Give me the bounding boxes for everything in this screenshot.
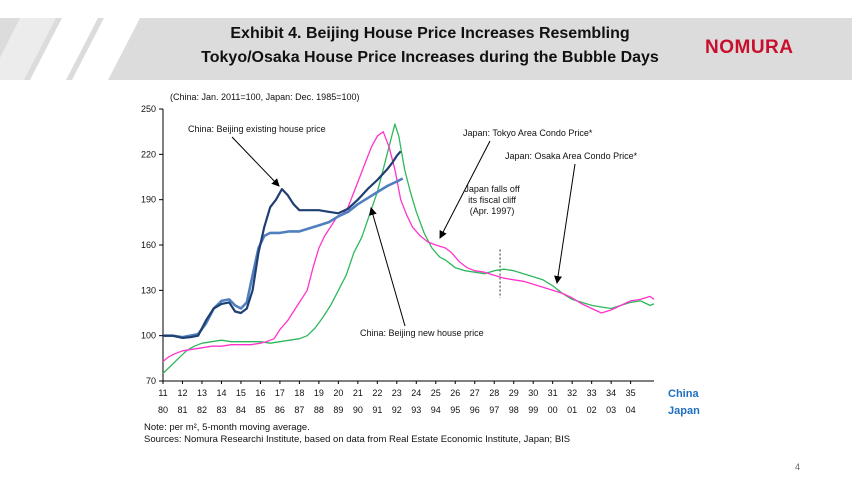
page-title: Exhibit 4. Beijing House Price Increases… (170, 22, 690, 70)
annotation-beijing-new: China: Beijing new house price (360, 328, 484, 338)
header-band-container: Exhibit 4. Beijing House Price Increases… (0, 18, 852, 80)
y-tick-label: 130 (141, 285, 156, 295)
x-tick-label-china: 23 (392, 388, 402, 398)
x-tick-label-japan: 91 (372, 405, 382, 415)
x-tick-label-china: 28 (489, 388, 499, 398)
x-tick-label-china: 26 (450, 388, 460, 398)
series-line-beijing_existing (163, 150, 402, 339)
series-line-tokyo (162, 131, 655, 362)
x-tick-label-china: 34 (606, 388, 616, 398)
x-tick-label-china: 27 (470, 388, 480, 398)
arrow-beijing-new (369, 207, 406, 327)
x-tick-label-japan: 82 (197, 405, 207, 415)
x-tick-label-japan: 95 (450, 405, 460, 415)
arrow-osaka (554, 163, 576, 284)
x-tick-label-china: 18 (294, 388, 304, 398)
x-tick-label-china: 25 (431, 388, 441, 398)
x-tick-label-japan: 03 (606, 405, 616, 415)
x-tick-label-japan: 98 (509, 405, 519, 415)
annotation-beijing-existing: China: Beijing existing house price (188, 124, 326, 134)
x-tick-label-japan: 81 (177, 405, 187, 415)
x-tick-label-china: 16 (255, 388, 265, 398)
x-axis-name-japan: Japan (668, 405, 700, 417)
x-tick-label-japan: 01 (567, 405, 577, 415)
y-tick-label: 190 (141, 195, 156, 205)
x-tick-label-japan: 96 (470, 405, 480, 415)
x-tick-label-china: 30 (528, 388, 538, 398)
x-axis-name-china: China (668, 388, 699, 400)
x-tick-label-japan: 86 (275, 405, 285, 415)
stripe-1 (30, 18, 98, 80)
x-tick-label-japan: 93 (411, 405, 421, 415)
x-tick-label-japan: 92 (392, 405, 402, 415)
x-tick-label-china: 19 (314, 388, 324, 398)
stripe-3 (0, 18, 56, 80)
page-number: 4 (794, 462, 800, 472)
series-line-beijing_new (163, 177, 404, 339)
chart-subtitle: (China: Jan. 2011=100, Japan: Dec. 1985=… (170, 92, 359, 102)
sources-note: Sources: Nomura Researchi Institute, bas… (144, 434, 571, 445)
y-tick-label: 250 (141, 104, 156, 114)
header-band (0, 18, 852, 80)
x-tick-label-japan: 97 (489, 405, 499, 415)
x-tick-label-china: 29 (509, 388, 519, 398)
title-line-2: Tokyo/Osaka House Price Increases during… (201, 49, 659, 66)
y-tick-label: 100 (141, 331, 156, 341)
x-tick-label-china: 15 (236, 388, 246, 398)
arrow-tokyo (439, 140, 491, 239)
header-stripes (0, 18, 140, 80)
x-tick-label-japan: 88 (314, 405, 324, 415)
x-tick-label-china: 13 (197, 388, 207, 398)
plot-area: 70 100 130 160 190 220 250 11 12 13 14 15 16 17 18 19 20… (141, 104, 700, 417)
x-tick-label-china: 32 (567, 388, 577, 398)
title-line-1: Exhibit 4. Beijing House Price Increases… (230, 25, 630, 42)
x-tick-label-china: 11 (158, 388, 167, 398)
x-tick-label-japan: 99 (528, 405, 538, 415)
x-tick-label-china: 21 (353, 388, 363, 398)
x-tick-label-japan: 80 (158, 405, 168, 415)
x-tick-label-japan: 85 (255, 405, 265, 415)
x-tick-label-china: 33 (587, 388, 597, 398)
x-tick-label-china: 12 (177, 388, 187, 398)
x-tick-label-japan: 90 (353, 405, 363, 415)
x-tick-label-china: 22 (372, 388, 382, 398)
nomura-logo: NOMURA (705, 37, 794, 58)
annotation-fiscal-cliff-line: its fiscal cliff (468, 195, 516, 205)
arrow-beijing-existing (231, 136, 280, 187)
x-tick-label-japan: 84 (236, 405, 246, 415)
x-tick-label-japan: 83 (216, 405, 226, 415)
y-tick-label: 160 (141, 240, 156, 250)
annotation-tokyo: Japan: Tokyo Area Condo Price* (463, 128, 593, 138)
y-tick-label: 220 (141, 149, 156, 159)
y-tick-label: 70 (146, 376, 156, 386)
x-tick-label-china: 35 (626, 388, 636, 398)
x-tick-label-japan: 89 (333, 405, 343, 415)
x-tick-label-china: 17 (275, 388, 285, 398)
x-tick-label-japan: 87 (294, 405, 304, 415)
stripe-2 (72, 18, 140, 80)
annotation-osaka: Japan: Osaka Area Condo Price* (505, 151, 638, 161)
x-tick-label-japan: 04 (626, 405, 636, 415)
x-tick-label-japan: 00 (548, 405, 558, 415)
x-tick-label-china: 31 (548, 388, 558, 398)
x-tick-label-china: 20 (333, 388, 343, 398)
x-tick-label-china: 14 (216, 388, 226, 398)
annotation-fiscal-cliff-line: Japan falls off (464, 184, 520, 194)
annotation-fiscal-cliff-line: (Apr. 1997) (470, 206, 515, 216)
x-tick-label-china: 24 (411, 388, 421, 398)
x-tick-label-japan: 02 (587, 405, 597, 415)
x-tick-label-japan: 94 (431, 405, 441, 415)
footnote: Note: per m², 5-month moving average. (144, 422, 310, 433)
